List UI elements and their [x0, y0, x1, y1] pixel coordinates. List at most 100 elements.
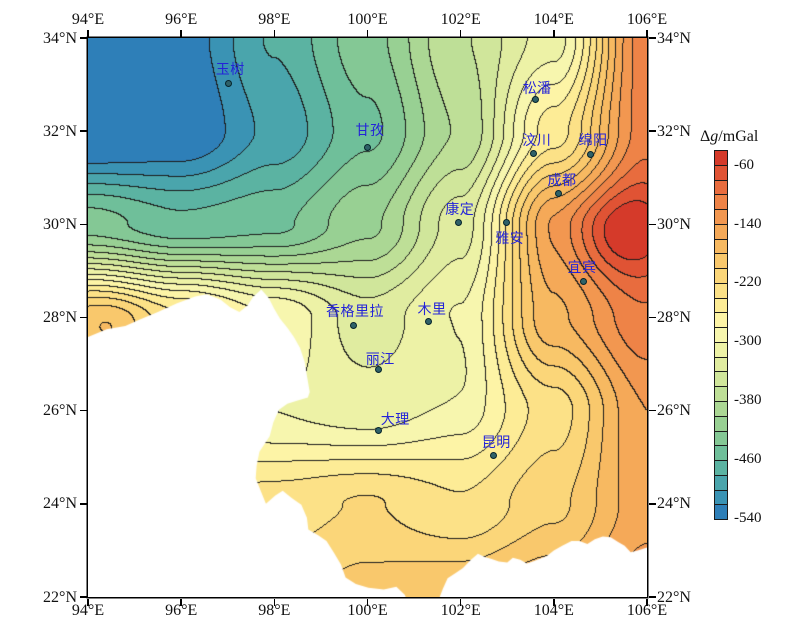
axis-label-left: 30°N: [43, 215, 77, 233]
colorbar-segment: [715, 504, 727, 520]
colorbar-segment: [715, 164, 727, 180]
colorbar-segment: [715, 194, 727, 210]
axis-tick-left: [79, 316, 87, 319]
axis-label-right: 22°N: [657, 588, 691, 606]
colorbar-segment: [715, 327, 727, 342]
axis-tick-bottom: [553, 598, 555, 606]
city-marker: [455, 218, 463, 226]
colorbar-title-unit: /mGal: [718, 128, 759, 145]
axis-tick-bottom: [459, 598, 462, 606]
colorbar-title-g: g: [710, 128, 719, 145]
axis-tick-left: [79, 130, 87, 132]
axis-tick-right: [648, 409, 656, 412]
axis-label-right: 30°N: [657, 215, 691, 233]
axis-label-bottom: 106°E: [626, 602, 668, 619]
axis-label-left: 26°N: [43, 402, 77, 420]
colorbar-segment: [715, 268, 727, 283]
contour-map-canvas: [88, 38, 647, 597]
colorbar-tick-label: -460: [734, 451, 762, 468]
city-marker: [554, 189, 562, 197]
colorbar-segment: [715, 282, 727, 298]
axis-label-right: 24°N: [657, 495, 691, 513]
axis-tick-right: [648, 130, 656, 132]
city-label: 甘孜: [355, 124, 385, 139]
axis-tick-right: [648, 316, 656, 319]
axis-tick-bottom: [87, 598, 89, 606]
city-label: 宜宾: [567, 261, 597, 277]
city-marker: [374, 426, 382, 434]
axis-label-left: 24°N: [43, 495, 77, 513]
axis-tick-top: [366, 29, 369, 37]
axis-label-bottom: 100°E: [347, 602, 388, 619]
axis-tick-left: [79, 503, 87, 505]
axis-label-left: 34°N: [43, 29, 77, 47]
colorbar-segment: [715, 430, 727, 446]
axis-label-bottom: 96°E: [165, 602, 198, 619]
colorbar-tick-label: -300: [734, 333, 762, 350]
axis-label-right: 26°N: [657, 402, 691, 420]
city-label: 松潘: [522, 82, 552, 98]
axis-label-top: 102°E: [440, 11, 481, 28]
axis-label-right: 28°N: [657, 309, 691, 326]
axis-label-top: 104°E: [533, 11, 574, 28]
axis-tick-left: [79, 596, 87, 598]
city-marker: [374, 365, 382, 373]
axis-label-top: 100°E: [347, 11, 388, 28]
colorbar-segment: [715, 356, 727, 372]
colorbar-segment: [715, 460, 727, 475]
axis-label-top: 96°E: [165, 11, 198, 28]
city-label: 丽江: [365, 353, 395, 369]
colorbar-segment: [715, 341, 727, 357]
city-marker: [489, 452, 497, 460]
colorbar-segment: [715, 415, 727, 431]
axis-label-right: 32°N: [657, 122, 691, 140]
colorbar-tick-label: -220: [734, 274, 762, 291]
colorbar-tick-label: -380: [734, 392, 762, 409]
axis-tick-right: [648, 37, 656, 39]
axis-label-top: 106°E: [626, 11, 668, 28]
city-label: 香格里拉: [326, 304, 385, 320]
axis-tick-right: [648, 223, 656, 226]
colorbar-segment: [715, 238, 727, 254]
city-label: 成都: [547, 174, 577, 190]
axis-label-top: 94°E: [71, 11, 105, 28]
city-label: 汶川: [522, 133, 552, 149]
city-marker: [503, 219, 511, 227]
axis-label-top: 98°E: [258, 11, 291, 28]
city-marker: [363, 143, 371, 151]
city-label: 昆明: [481, 435, 511, 451]
colorbar-segment: [715, 253, 727, 269]
city-marker: [586, 151, 594, 159]
colorbar-tick-label: -60: [734, 156, 754, 173]
city-marker: [579, 277, 587, 285]
city-marker: [224, 79, 232, 87]
city-label: 玉树: [215, 63, 245, 79]
axis-tick-top: [553, 29, 555, 37]
axis-tick-left: [79, 409, 87, 412]
colorbar: [714, 150, 728, 520]
colorbar-segment: [715, 151, 727, 165]
axis-tick-top: [180, 29, 182, 37]
axis-label-bottom: 98°E: [258, 602, 291, 619]
colorbar-segment: [715, 297, 727, 313]
city-marker: [530, 150, 538, 158]
colorbar-segment: [715, 209, 727, 224]
axis-tick-bottom: [273, 598, 276, 606]
colorbar-segment: [715, 371, 727, 387]
colorbar-segment: [715, 445, 727, 461]
axis-label-bottom: 94°E: [71, 602, 105, 619]
city-label: 雅安: [495, 231, 525, 247]
axis-label-left: 32°N: [43, 122, 77, 140]
axis-label-bottom: 102°E: [440, 602, 481, 619]
axis-label-bottom: 104°E: [533, 602, 574, 619]
city-label: 绵阳: [578, 133, 608, 149]
colorbar-segment: [715, 474, 727, 490]
axis-tick-top: [459, 29, 462, 37]
axis-tick-right: [648, 596, 656, 598]
city-marker: [531, 95, 539, 103]
city-marker: [424, 317, 432, 325]
colorbar-title-delta: Δ: [700, 128, 711, 145]
city-label: 康定: [445, 203, 475, 218]
axis-tick-bottom: [180, 598, 182, 606]
